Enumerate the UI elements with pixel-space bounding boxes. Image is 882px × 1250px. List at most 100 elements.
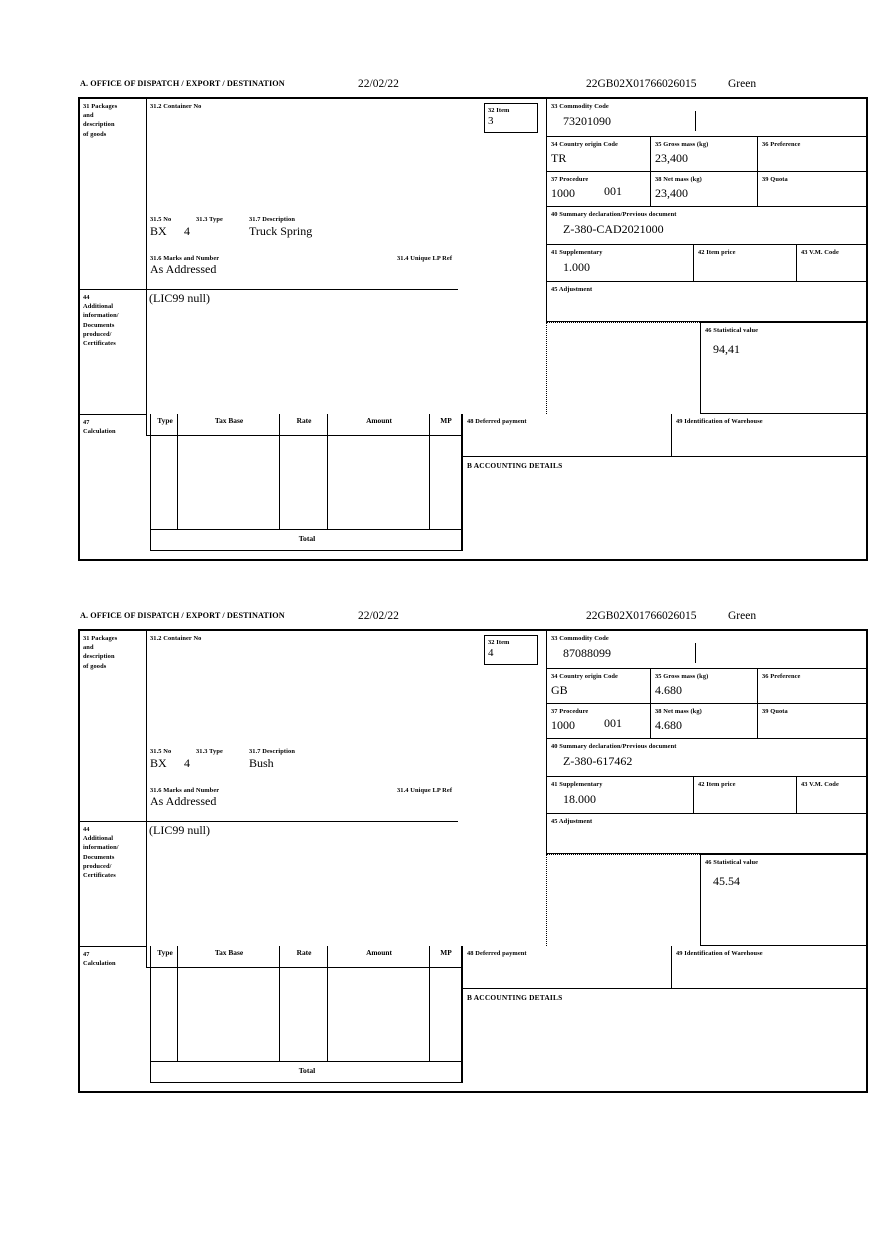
- box40-summary-declaration: 40 Summary declaration/Previous document…: [546, 207, 866, 245]
- box34-country-origin: 34 Country origin Code TR: [546, 137, 651, 172]
- box46-statistical-value: 46 Statistical value 94,41: [700, 322, 866, 414]
- box38-value: 4.680: [655, 718, 682, 733]
- box43-vm-code: 43 V.M. Code: [797, 777, 866, 814]
- box37-value2: 001: [604, 716, 622, 730]
- box31-no-value: BX: [150, 224, 167, 238]
- boxB-label: B ACCOUNTING DETAILS: [467, 993, 563, 1002]
- box35-value: 23,400: [655, 151, 688, 166]
- box47-stub-label: 47 Calculation: [80, 414, 146, 555]
- box31-no-label: 31.5 No: [150, 216, 172, 223]
- calc-header-mp: MP: [440, 948, 452, 957]
- calc-header-amount: Amount: [366, 416, 392, 425]
- declaration-date: 22/02/22: [358, 78, 399, 90]
- box36-preference: 36 Preference: [758, 669, 866, 704]
- declaration-reference: 22GB02X01766026015: [586, 610, 697, 622]
- box31-description-value: Truck Spring: [249, 224, 313, 238]
- box35-label: 35 Gross mass (kg): [655, 141, 709, 148]
- box40-label: 40 Summary declaration/Previous document: [551, 211, 677, 218]
- calc-body-rate: [280, 436, 328, 530]
- box48-deferred-payment: 48 Deferred payment: [462, 946, 672, 989]
- box33-label: 33 Commodity Code: [551, 103, 609, 110]
- box33-divider-tick: [695, 111, 696, 131]
- box39-label: 39 Quota: [762, 176, 788, 183]
- box31-description-label: 31.7 Description: [249, 748, 295, 755]
- box40-label: 40 Summary declaration/Previous document: [551, 743, 677, 750]
- calc-header-mp: MP: [440, 416, 452, 425]
- box36-preference: 36 Preference: [758, 137, 866, 172]
- box44-stub-label: 44 Additional information/ Documents pro…: [80, 821, 146, 946]
- box48-label: 48 Deferred payment: [467, 418, 527, 425]
- box31-goods-pane: 31.2 Container No 31.5 No BX 31.3 Type 4…: [146, 99, 458, 289]
- office-of-dispatch-label: A. OFFICE OF DISPATCH / EXPORT / DESTINA…: [80, 79, 285, 88]
- box33-divider-tick: [695, 643, 696, 663]
- calc-body-amount: [328, 436, 430, 530]
- declaration-date: 22/02/22: [358, 610, 399, 622]
- box32-item: 32 Item 3: [484, 103, 538, 133]
- declaration-form-1: A. OFFICE OF DISPATCH / EXPORT / DESTINA…: [78, 78, 868, 561]
- calc-col-type-header: Type: [150, 946, 178, 968]
- form-body: 31 Packages and description of goods 44 …: [78, 631, 868, 1093]
- box33-commodity-code: 33 Commodity Code 73201090: [546, 99, 866, 137]
- box39-quota: 39 Quota: [758, 704, 866, 739]
- box31-marks-value: As Addressed: [150, 262, 217, 276]
- calc-col-amount-header: Amount: [328, 946, 430, 968]
- box42-label: 42 Item price: [698, 249, 736, 256]
- calc-header-tax-base: Tax Base: [214, 416, 244, 425]
- box37-value: 1000: [551, 186, 575, 201]
- box31-stub-label: 31 Packages and description of goods: [83, 103, 118, 138]
- box46-value: 45.54: [713, 874, 740, 889]
- box41-supplementary: 41 Supplementary 1.000: [546, 245, 694, 282]
- box44-content-pane: (LIC99 null): [146, 289, 458, 414]
- form-body: 31 Packages and description of goods 44 …: [78, 99, 868, 561]
- box32-label: 32 Item: [488, 639, 510, 646]
- box34-value: GB: [551, 683, 568, 698]
- box46-value: 94,41: [713, 342, 740, 357]
- box41-label: 41 Supplementary: [551, 249, 603, 256]
- box45-label: 45 Adjustment: [551, 818, 593, 825]
- box37-procedure: 37 Procedure 1000 001: [546, 172, 651, 207]
- calc-body-amount: [328, 968, 430, 1062]
- box35-gross-mass: 35 Gross mass (kg) 4.680: [651, 669, 758, 704]
- box45-adjustment: 45 Adjustment: [546, 814, 866, 854]
- box37-value: 1000: [551, 718, 575, 733]
- box39-label: 39 Quota: [762, 708, 788, 715]
- box45-label: 45 Adjustment: [551, 286, 593, 293]
- box42-item-price: 42 Item price: [694, 777, 797, 814]
- box38-label: 38 Net mass (kg): [655, 176, 702, 183]
- boxB-accounting-details: B ACCOUNTING DETAILS: [462, 457, 866, 551]
- calc-col-mp-header: MP: [430, 414, 462, 436]
- box46-label: 46 Statistical value: [705, 327, 759, 334]
- box32-item: 32 Item 4: [484, 635, 538, 665]
- box41-value: 18.000: [563, 792, 596, 807]
- calc-total-row: Total: [150, 1062, 462, 1083]
- box31-marks-label: 31.6 Marks and Number: [150, 787, 220, 794]
- box37-label: 37 Procedure: [551, 176, 589, 183]
- calc-col-taxbase-header: Tax Base: [178, 946, 280, 968]
- box44-value: (LIC99 null): [149, 291, 210, 305]
- box31-unique-lp-label: 31.4 Unique LP Ref: [397, 787, 453, 794]
- box43-vm-code: 43 V.M. Code: [797, 245, 866, 282]
- calc-col-type-header: Type: [150, 414, 178, 436]
- form-header: A. OFFICE OF DISPATCH / EXPORT / DESTINA…: [78, 610, 868, 631]
- calc-total-label: Total: [298, 1066, 316, 1075]
- box44-value: (LIC99 null): [149, 823, 210, 837]
- box40-value: Z-380-617462: [563, 754, 633, 769]
- box36-label: 36 Preference: [762, 141, 801, 148]
- box47-stub-label: 47 Calculation: [80, 946, 146, 1087]
- calc-body-taxbase: [178, 436, 280, 530]
- calc-body-type: [150, 436, 178, 530]
- box31-type-value: 4: [184, 756, 190, 770]
- box45-adjustment: 45 Adjustment: [546, 282, 866, 322]
- box38-label: 38 Net mass (kg): [655, 708, 702, 715]
- box31-marks-label: 31.6 Marks and Number: [150, 255, 220, 262]
- box31-goods-pane: 31.2 Container No 31.5 No BX 31.3 Type 4…: [146, 631, 458, 821]
- box32-value: 3: [488, 115, 494, 128]
- box33-value: 73201090: [563, 114, 611, 129]
- calc-header-type: Type: [157, 948, 173, 957]
- box38-net-mass: 38 Net mass (kg) 4.680: [651, 704, 758, 739]
- box49-warehouse-identification: 49 Identification of Warehouse: [672, 946, 866, 989]
- box43-label: 43 V.M. Code: [801, 249, 839, 256]
- calc-body-type: [150, 968, 178, 1062]
- box31-description-value: Bush: [249, 756, 274, 770]
